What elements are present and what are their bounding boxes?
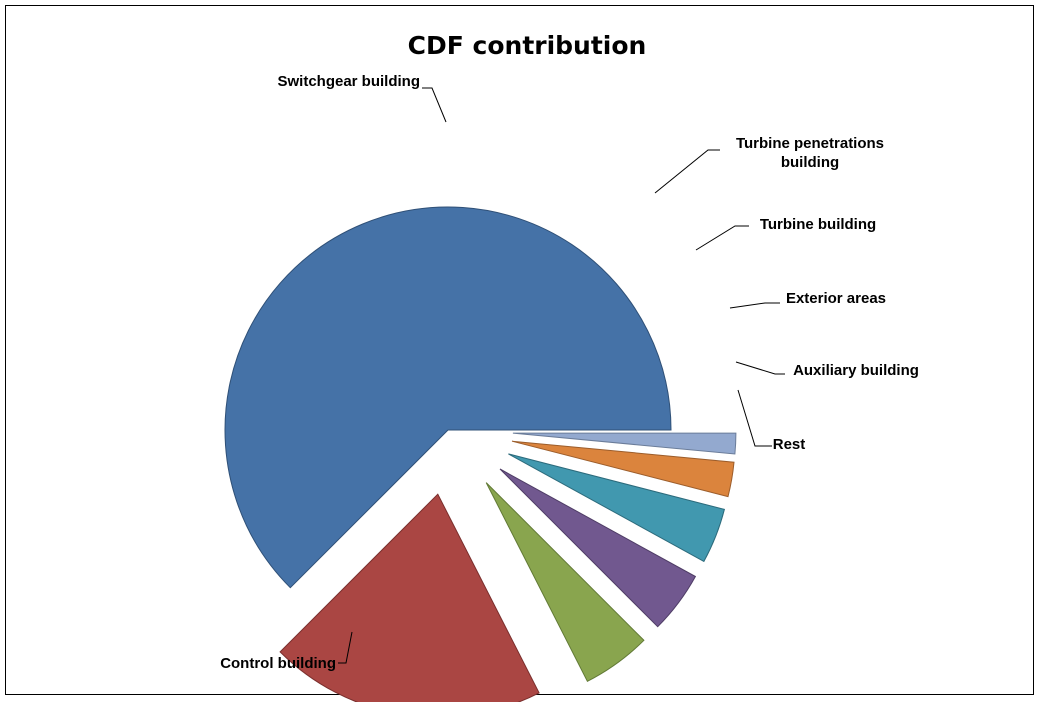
- slice-label-turbine-penetrations-building-line-2: building: [781, 154, 839, 171]
- pie-slice-rest: [512, 432, 737, 455]
- leader-line-exterior-areas: [729, 302, 780, 309]
- pie-slice-exterior-areas: [508, 453, 726, 563]
- leader-line-auxiliary-building: [735, 361, 785, 375]
- leader-line-turbine-penetrations-building: [654, 149, 720, 194]
- slice-label-turbine-penetrations-building-line-1: Turbine penetrations: [736, 135, 884, 152]
- slice-label-rest: Rest: [773, 436, 806, 453]
- slice-labels: Control building Switchgear building Turbi…: [220, 73, 919, 672]
- chart-title: CDF contribution: [408, 31, 647, 60]
- pie-slice-control-building: [224, 206, 672, 589]
- slice-label-exterior-areas: Exterior areas: [786, 290, 886, 307]
- leader-line-rest: [737, 389, 772, 447]
- leader-line-control-building: [338, 631, 353, 664]
- slice-label-turbine-building: Turbine building: [760, 216, 876, 233]
- leader-lines: [338, 87, 785, 664]
- slice-label-control-building: Control building: [220, 655, 336, 672]
- leader-line-switchgear-building: [422, 87, 447, 123]
- leader-line-turbine-building: [695, 225, 749, 251]
- slice-label-switchgear-building: Switchgear building: [277, 73, 420, 90]
- slice-label-auxiliary-building: Auxiliary building: [793, 362, 919, 379]
- pie-slice-turbine-building: [499, 468, 697, 628]
- pie-slice-turbine-penetrations-building: [485, 482, 645, 682]
- pie-slice-auxiliary-building: [511, 440, 735, 498]
- pie-slices: [224, 206, 737, 702]
- pie-slice-switchgear-building: [279, 493, 540, 702]
